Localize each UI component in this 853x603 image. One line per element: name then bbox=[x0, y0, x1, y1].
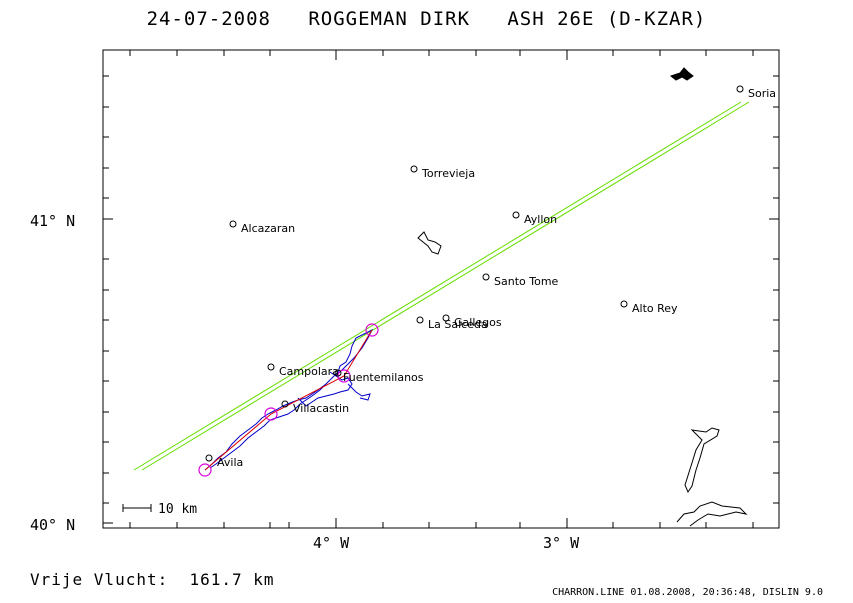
lat-label-41: 41° N bbox=[30, 212, 75, 230]
turnpoint-1 bbox=[264, 407, 278, 421]
turnpoint-finish bbox=[365, 323, 379, 337]
place-ayllon: Ayllon bbox=[524, 213, 557, 226]
map-title: 24-07-2008 ROGGEMAN DIRK ASH 26E (D-KZAR… bbox=[146, 8, 707, 30]
scale-bar-label: 10 km bbox=[158, 502, 197, 517]
place-gallegos: Gallegos bbox=[454, 316, 502, 329]
lat-label-40: 40° N bbox=[30, 516, 75, 534]
place-fuentemilanos: Fuentemilanos bbox=[343, 371, 424, 384]
place-villacastin: Villacastin bbox=[293, 402, 349, 415]
task-line-south bbox=[141, 101, 750, 471]
place-markers bbox=[205, 85, 744, 462]
place-soria: Soria bbox=[748, 87, 776, 100]
scale-bar: 10 km bbox=[122, 502, 197, 517]
task-lines bbox=[133, 101, 750, 471]
place-la-salceda: La Salceda bbox=[428, 318, 488, 331]
lon-label-4w: 4° W bbox=[313, 534, 350, 552]
task-line-north bbox=[133, 101, 742, 471]
lat-ticks bbox=[103, 75, 779, 524]
lon-label-3w: 3° W bbox=[543, 534, 580, 552]
place-labels: Soria Torrevieja Ayllon Alcazaran Santo … bbox=[217, 87, 776, 469]
place-alto-rey: Alto Rey bbox=[632, 302, 678, 315]
map-frame bbox=[102, 49, 780, 529]
turnpoint-start bbox=[198, 463, 212, 477]
turnpoints bbox=[198, 323, 379, 477]
place-campolara: Campolara bbox=[279, 365, 339, 378]
lon-ticks bbox=[129, 50, 754, 528]
water-outlines bbox=[417, 67, 748, 527]
route-legs bbox=[204, 329, 373, 471]
place-avila: Avila bbox=[217, 456, 243, 469]
distance-summary: Vrije Vlucht: 161.7 km bbox=[30, 570, 275, 589]
place-torrevieja: Torrevieja bbox=[421, 167, 475, 180]
footer-info: CHARRON.LINE 01.08.2008, 20:36:48, DISLI… bbox=[552, 587, 823, 598]
place-santo-tome: Santo Tome bbox=[494, 275, 559, 288]
place-alcazaran: Alcazaran bbox=[241, 222, 295, 235]
